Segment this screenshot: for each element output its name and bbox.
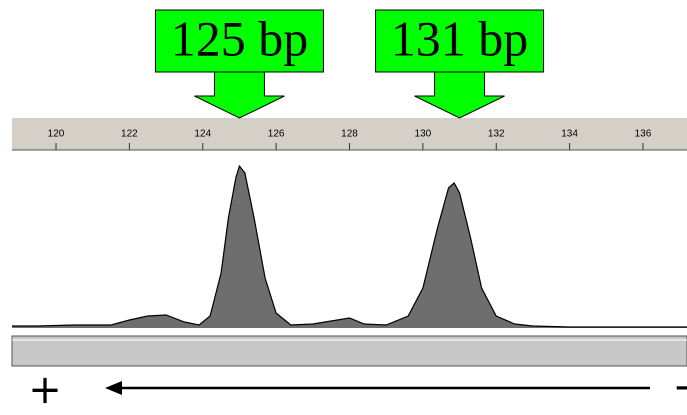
x-tick-label: 130 — [415, 129, 432, 140]
lower-bar — [11, 335, 687, 367]
x-tick-label: 122 — [121, 129, 138, 140]
annotation-arrow — [375, 9, 545, 73]
annotation-text: 131 bp — [391, 10, 529, 66]
annotation-text: 125 bp — [171, 10, 309, 66]
trace-area — [12, 166, 687, 328]
positive-label: + — [28, 367, 62, 413]
migration-arrow-head — [105, 381, 122, 395]
x-tick-label: 134 — [561, 129, 578, 140]
x-tick-label: 136 — [635, 129, 652, 140]
annotation-pointer — [194, 71, 285, 119]
x-tick-label: 132 — [488, 129, 505, 140]
annotation-pointer — [414, 71, 505, 119]
x-tick-label: 128 — [341, 129, 358, 140]
annotation-arrow — [154, 9, 324, 73]
x-tick-label: 120 — [48, 129, 65, 140]
negative-label: - — [675, 363, 687, 409]
x-tick-label: 126 — [268, 129, 285, 140]
trace-line — [12, 164, 687, 328]
x-tick-label: 124 — [194, 129, 211, 140]
